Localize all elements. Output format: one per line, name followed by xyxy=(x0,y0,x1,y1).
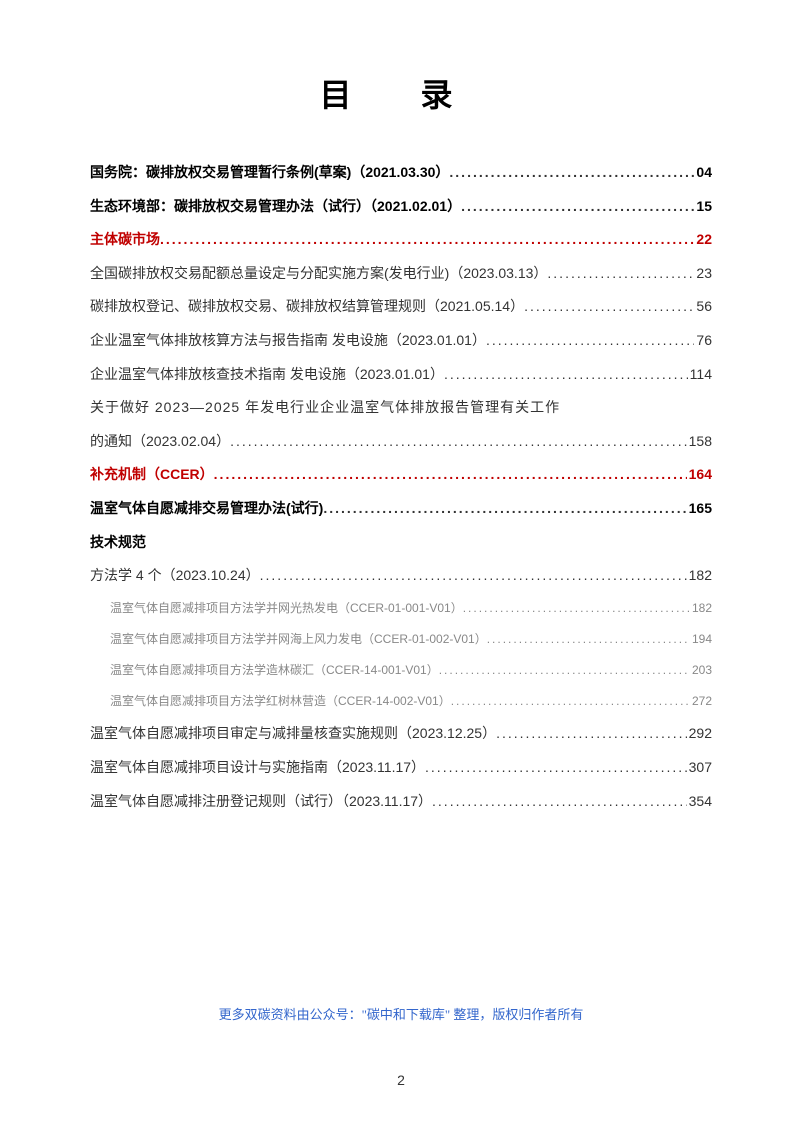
toc-entry-label: 温室气体自愿减排项目方法学并网海上风力发电（CCER-01-002-V01） xyxy=(110,624,487,655)
toc-dots: ........................................… xyxy=(451,686,690,717)
toc-dots: ........................................… xyxy=(444,358,688,392)
toc-entry-label: 温室气体自愿减排交易管理办法(试行) xyxy=(90,492,323,526)
toc-entry-page: 354 xyxy=(687,785,712,819)
toc-entry-page: 158 xyxy=(687,425,712,459)
toc-entry-page: 182 xyxy=(690,593,712,624)
toc-entry-page: 203 xyxy=(690,655,712,686)
toc-entry: 全国碳排放权交易配额总量设定与分配实施方案(发电行业)（2023.03.13）.… xyxy=(90,257,712,291)
toc-dots: ........................................… xyxy=(449,156,694,190)
toc-entry-label: 温室气体自愿减排注册登记规则（试行）（2023.11.17） xyxy=(90,785,432,819)
watermark-text: 更多双碳资料由公众号："碳中和下载库" 整理，版权归作者所有 xyxy=(0,1004,802,1023)
toc-entry: 方法学 4 个（2023.10.24）.....................… xyxy=(90,559,712,593)
toc-entry-label: 温室气体自愿减排项目方法学并网光热发电（CCER-01-001-V01） xyxy=(110,593,463,624)
toc-entry-page: 182 xyxy=(687,559,712,593)
toc-entry-label: 企业温室气体排放核查技术指南 发电设施（2023.01.01） xyxy=(90,358,444,392)
toc-entry-page: 292 xyxy=(687,717,712,751)
toc-entry: 温室气体自愿减排项目方法学并网光热发电（CCER-01-001-V01）....… xyxy=(90,593,712,624)
toc-dots: ........................................… xyxy=(487,624,690,655)
toc-entry-page: 04 xyxy=(694,156,712,190)
toc-title: 目 录 xyxy=(90,70,712,116)
toc-entry: 企业温室气体排放核算方法与报告指南 发电设施（2023.01.01）......… xyxy=(90,324,712,358)
toc-entry-label: 技术规范 xyxy=(90,526,146,560)
page-number: 2 xyxy=(0,1072,802,1088)
toc-entry-label: 全国碳排放权交易配额总量设定与分配实施方案(发电行业)（2023.03.13） xyxy=(90,257,547,291)
toc-entry-page: 165 xyxy=(687,492,712,526)
toc-entry-page: 194 xyxy=(690,624,712,655)
toc-entry-page: 22 xyxy=(694,223,712,257)
toc-entry-page: 164 xyxy=(687,458,712,492)
toc-dots: ........................................… xyxy=(461,190,694,224)
toc-entry: 关于做好 2023—2025 年发电行业企业温室气体排放报告管理有关工作的通知（… xyxy=(90,391,712,458)
toc-entry: 生态环境部：碳排放权交易管理办法（试行）（2021.02.01）........… xyxy=(90,190,712,224)
toc-entry: 主体碳市场...................................… xyxy=(90,223,712,257)
toc-entry-page: 56 xyxy=(694,290,712,324)
toc-section-heading: 技术规范 xyxy=(90,526,712,560)
toc-list: 国务院：碳排放权交易管理暂行条例(草案)（2021.03.30）........… xyxy=(90,156,712,818)
toc-entry: 温室气体自愿减排注册登记规则（试行）（2023.11.17）..........… xyxy=(90,785,712,819)
toc-entry-label: 国务院：碳排放权交易管理暂行条例(草案)（2021.03.30） xyxy=(90,156,449,190)
toc-entry-label: 关于做好 2023—2025 年发电行业企业温室气体排放报告管理有关工作 xyxy=(90,391,712,425)
toc-entry: 温室气体自愿减排项目方法学红树林营造（CCER-14-002-V01）.....… xyxy=(90,686,712,717)
toc-entry-label: 企业温室气体排放核算方法与报告指南 发电设施（2023.01.01） xyxy=(90,324,486,358)
toc-entry: 温室气体自愿减排项目方法学并网海上风力发电（CCER-01-002-V01）..… xyxy=(90,624,712,655)
toc-entry-page: 307 xyxy=(687,751,712,785)
toc-entry: 补充机制（CCER）..............................… xyxy=(90,458,712,492)
toc-entry-page: 76 xyxy=(694,324,712,358)
toc-entry-label: 温室气体自愿减排项目设计与实施指南（2023.11.17） xyxy=(90,751,425,785)
toc-entry: 温室气体自愿减排项目设计与实施指南（2023.11.17）...........… xyxy=(90,751,712,785)
toc-entry: 企业温室气体排放核查技术指南 发电设施（2023.01.01）.........… xyxy=(90,358,712,392)
toc-entry-label: 碳排放权登记、碳排放权交易、碳排放权结算管理规则（2021.05.14） xyxy=(90,290,524,324)
toc-dots: ........................................… xyxy=(496,717,687,751)
toc-dots: ........................................… xyxy=(432,785,687,819)
toc-entry-label: 温室气体自愿减排项目方法学造林碳汇（CCER-14-001-V01） xyxy=(110,655,439,686)
toc-entry-page: 272 xyxy=(690,686,712,717)
toc-dots: ........................................… xyxy=(425,751,687,785)
toc-dots: ........................................… xyxy=(486,324,694,358)
toc-entry-label: 温室气体自愿减排项目方法学红树林营造（CCER-14-002-V01） xyxy=(110,686,451,717)
toc-entry-label: 生态环境部：碳排放权交易管理办法（试行）（2021.02.01） xyxy=(90,190,461,224)
toc-dots: ........................................… xyxy=(439,655,690,686)
toc-entry-page: 15 xyxy=(694,190,712,224)
toc-entry-page: 23 xyxy=(694,257,712,291)
toc-entry-label: 温室气体自愿减排项目审定与减排量核查实施规则（2023.12.25） xyxy=(90,717,496,751)
toc-entry-page: 114 xyxy=(688,358,712,392)
toc-entry: 温室气体自愿减排项目审定与减排量核查实施规则（2023.12.25）......… xyxy=(90,717,712,751)
toc-dots: ........................................… xyxy=(214,458,687,492)
toc-dots: ........................................… xyxy=(260,559,687,593)
toc-entry: 温室气体自愿减排项目方法学造林碳汇（CCER-14-001-V01）......… xyxy=(90,655,712,686)
toc-dots: ........................................… xyxy=(160,223,694,257)
toc-entry-label: 主体碳市场 xyxy=(90,223,160,257)
toc-dots: ........................................… xyxy=(524,290,694,324)
toc-entry: 国务院：碳排放权交易管理暂行条例(草案)（2021.03.30）........… xyxy=(90,156,712,190)
toc-entry-label: 补充机制（CCER） xyxy=(90,458,214,492)
toc-entry-label: 的通知（2023.02.04） xyxy=(90,425,230,459)
toc-dots: ........................................… xyxy=(323,492,686,526)
toc-dots: ........................................… xyxy=(547,257,694,291)
toc-entry: 温室气体自愿减排交易管理办法(试行)......................… xyxy=(90,492,712,526)
toc-entry: 碳排放权登记、碳排放权交易、碳排放权结算管理规则（2021.05.14）....… xyxy=(90,290,712,324)
toc-dots: ........................................… xyxy=(463,593,690,624)
toc-dots: ........................................… xyxy=(230,425,687,459)
toc-entry-label: 方法学 4 个（2023.10.24） xyxy=(90,559,260,593)
